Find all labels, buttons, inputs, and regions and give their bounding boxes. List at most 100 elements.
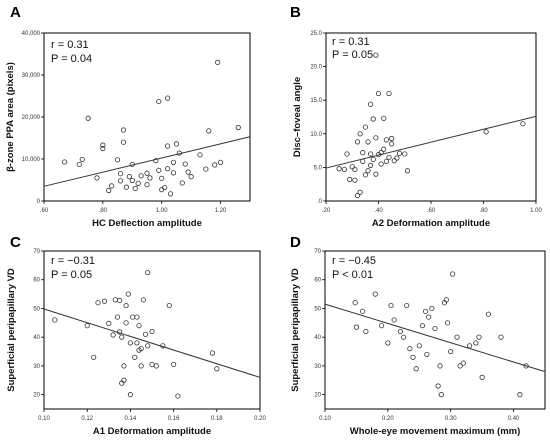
- x-tick-label-b-2: .60: [427, 208, 436, 214]
- data-point-b-42: [483, 129, 489, 135]
- data-point-d-6: [385, 340, 391, 346]
- y-tick-label-d-4: 60: [314, 278, 321, 284]
- data-point-d-17: [422, 308, 429, 314]
- data-point-a-10: [117, 178, 124, 184]
- data-point-a-12: [120, 139, 127, 145]
- data-point-a-20: [138, 173, 144, 179]
- data-point-c-36: [166, 302, 172, 309]
- y-tick-label-b-1: 5.0: [314, 165, 323, 171]
- data-point-d-0: [352, 300, 358, 306]
- data-point-c-27: [138, 363, 144, 369]
- data-point-d-15: [416, 343, 422, 349]
- panel-letter-d: D: [290, 234, 301, 251]
- data-point-a-17: [129, 177, 135, 184]
- data-point-b-12: [360, 150, 366, 156]
- data-point-a-4: [94, 175, 100, 181]
- y-tick-label-b-3: 15.0: [310, 98, 322, 104]
- data-point-a-35: [170, 170, 177, 176]
- data-point-c-2: [91, 354, 97, 360]
- x-tick-label-d-3: 0.40: [508, 416, 520, 422]
- x-tick-label-a-1: .80: [99, 208, 108, 214]
- data-point-d-38: [498, 334, 504, 340]
- data-point-a-32: [165, 95, 171, 101]
- data-point-b-27: [378, 161, 384, 167]
- y-tick-label-a-1: 10,000: [22, 157, 41, 163]
- data-point-d-26: [443, 297, 449, 303]
- x-tick-label-c-3: 0.16: [168, 416, 180, 422]
- data-point-a-39: [182, 161, 188, 167]
- data-point-c-28: [140, 297, 146, 303]
- data-point-c-22: [134, 314, 140, 320]
- data-point-d-7: [388, 302, 394, 309]
- data-point-b-37: [391, 158, 397, 164]
- fit-line-d: [324, 303, 546, 373]
- data-point-c-3: [95, 300, 101, 306]
- data-point-a-36: [173, 141, 180, 147]
- data-point-d-40: [523, 363, 529, 369]
- data-point-a-19: [135, 180, 141, 186]
- data-point-b-32: [383, 158, 389, 164]
- x-tick-label-c-2: 0.14: [125, 416, 137, 422]
- x-tick-label-b-4: 1.00: [530, 208, 542, 214]
- data-point-b-30: [381, 146, 387, 152]
- data-point-d-36: [479, 374, 485, 380]
- data-point-d-31: [457, 363, 463, 369]
- panel-letter-a: A: [10, 4, 21, 21]
- scatter-points-a: [61, 59, 241, 197]
- data-point-c-21: [132, 354, 138, 360]
- data-point-b-1: [341, 166, 347, 173]
- data-point-b-19: [368, 162, 374, 168]
- data-point-d-24: [438, 392, 444, 398]
- axis-ticks-c: 0.10 0.12 0.14 0.16 0.18 0.20 20 30 40 50 60 70: [33, 249, 266, 422]
- x-tick-label-c-5: 0.20: [254, 416, 266, 422]
- data-point-a-34: [170, 159, 177, 165]
- data-point-b-33: [386, 90, 392, 97]
- panel-letter-b: B: [290, 4, 301, 21]
- data-point-a-23: [147, 175, 153, 181]
- data-point-b-38: [394, 155, 400, 161]
- data-point-d-19: [426, 314, 432, 320]
- x-tick-label-a-3: 1.20: [215, 208, 227, 214]
- data-point-c-8: [114, 314, 121, 320]
- data-point-c-38: [175, 393, 181, 399]
- data-point-c-26: [138, 346, 144, 352]
- y-tick-label-c-4: 60: [33, 278, 40, 284]
- data-point-c-4: [101, 298, 108, 304]
- data-point-b-10: [357, 189, 363, 195]
- data-point-d-4: [372, 291, 378, 297]
- data-point-b-23: [373, 135, 379, 141]
- data-point-c-9: [117, 329, 123, 335]
- data-point-d-37: [485, 311, 492, 317]
- y-tick-label-d-3: 50: [314, 306, 321, 312]
- y-axis-label-b: Disc–foveal angle: [292, 77, 303, 157]
- data-point-c-34: [153, 363, 159, 369]
- x-tick-label-d-1: 0.20: [382, 416, 394, 422]
- x-tick-label-d-0: 0.10: [319, 416, 331, 422]
- data-point-b-24: [373, 171, 379, 177]
- data-point-a-30: [165, 166, 171, 172]
- y-tick-label-c-5: 70: [33, 249, 40, 255]
- y-tick-label-d-5: 70: [314, 249, 321, 255]
- data-point-a-47: [217, 159, 224, 165]
- y-tick-label-c-0: 20: [33, 393, 40, 399]
- data-point-c-40: [214, 366, 220, 372]
- data-point-a-8: [109, 183, 115, 189]
- data-point-b-11: [360, 158, 366, 164]
- data-point-a-16: [129, 161, 135, 168]
- x-tick-label-a-0: .60: [40, 208, 49, 214]
- data-point-b-21: [370, 156, 376, 162]
- plot-area-c: [43, 250, 261, 410]
- data-point-d-18: [424, 351, 430, 358]
- data-point-a-24: [153, 158, 159, 164]
- y-tick-label-d-0: 20: [314, 393, 321, 399]
- data-point-c-5: [106, 320, 112, 326]
- data-point-b-5: [352, 177, 358, 183]
- data-point-a-0: [61, 159, 68, 165]
- data-point-b-8: [354, 193, 361, 199]
- data-point-d-28: [448, 348, 454, 355]
- data-point-c-11: [119, 334, 125, 340]
- data-point-b-4: [349, 164, 355, 170]
- data-point-b-20: [370, 116, 376, 122]
- plot-area-b: [325, 32, 537, 202]
- data-point-a-40: [185, 169, 191, 175]
